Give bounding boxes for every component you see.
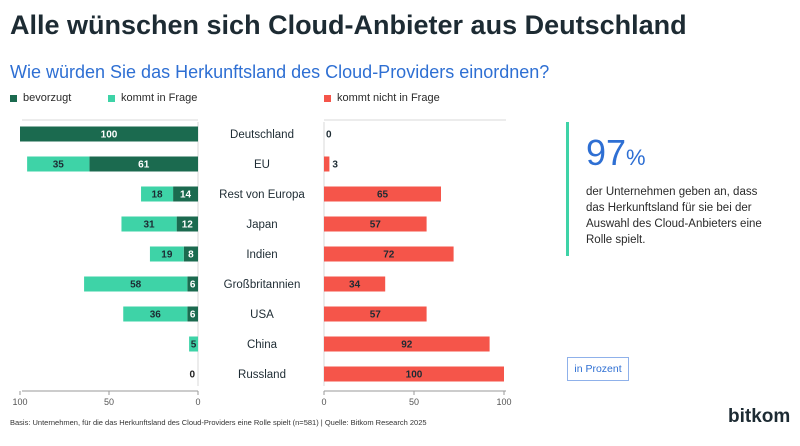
bar-label-considered: 36: [150, 310, 162, 321]
kpi-number: 97: [586, 132, 627, 173]
bar-label-not-considered: 57: [370, 310, 382, 321]
kpi-unit: %: [626, 145, 646, 170]
category-label: Russland: [238, 369, 286, 381]
bar-considered: [141, 186, 174, 202]
legend-swatch-not-considered: [324, 94, 331, 102]
bar-label-not-considered: 100: [406, 370, 423, 381]
bar-preferred: [176, 216, 198, 232]
bar-label-preferred: 14: [180, 190, 192, 201]
unit-label: in Prozent: [567, 357, 629, 381]
bar-label-considered: 5: [191, 340, 197, 351]
bar-label-not-considered: 92: [401, 340, 413, 351]
right-axis-tick-label: 100: [496, 397, 511, 407]
bar-considered: [84, 276, 188, 292]
bar-label-preferred: 6: [190, 310, 196, 321]
legend-item-not-considered: kommt nicht in Frage: [324, 92, 440, 104]
bar-preferred: [187, 306, 198, 322]
left-axis-tick-label: 50: [104, 397, 114, 407]
legend-item-preferred: bevorzugt: [10, 92, 71, 104]
bar-not-considered: [324, 216, 427, 232]
bar-not-considered: [324, 306, 427, 322]
bar-label-considered: 31: [143, 220, 155, 231]
bar-preferred: [183, 246, 198, 262]
legend-label-not-considered: kommt nicht in Frage: [337, 92, 440, 104]
bar-not-considered: [324, 276, 386, 292]
bar-considered: [123, 306, 188, 322]
bar-not-considered: [324, 246, 454, 262]
footnote: Basis: Unternehmen, für die das Herkunft…: [10, 418, 427, 427]
chart-title: Alle wünschen sich Cloud-Anbieter aus De…: [10, 10, 687, 40]
bar-label-preferred: 61: [138, 160, 150, 171]
bar-label-considered: 19: [161, 250, 173, 261]
right-axis-tick-label: 0: [321, 397, 326, 407]
kpi-text: der Unternehmen geben an, dass das Herku…: [586, 186, 762, 246]
bar-preferred: [89, 156, 198, 172]
bar-label-preferred: 8: [188, 250, 194, 261]
bar-considered: [27, 156, 90, 172]
category-label: Rest von Europa: [219, 189, 305, 201]
legend-label-preferred: bevorzugt: [23, 92, 72, 104]
bar-considered: [189, 336, 198, 352]
category-label: Japan: [246, 219, 277, 231]
category-label: USA: [250, 309, 274, 321]
bar-chart: 100 Deutschland 0 61 35 EU 3 14 18 Rest von Europ…: [12, 119, 512, 407]
bar-label-considered: 35: [53, 160, 65, 171]
legend-swatch-preferred: [10, 94, 17, 102]
kpi-value: 97%: [586, 132, 766, 174]
bar-label-preferred: 0: [189, 370, 195, 381]
left-axis-tick-label: 0: [195, 397, 200, 407]
chart-subtitle: Wie würden Sie das Herkunftsland des Clo…: [10, 62, 550, 82]
legend-item-considered: kommt in Frage: [108, 92, 197, 104]
left-axis-tick-label: 100: [12, 397, 27, 407]
bar-label-not-considered: 72: [383, 250, 395, 261]
bar-label-not-considered: 65: [377, 190, 389, 201]
bar-not-considered: [324, 156, 330, 172]
legend-label-considered: kommt in Frage: [121, 92, 198, 104]
right-axis-tick-label: 50: [409, 397, 419, 407]
bar-label-not-considered: 34: [349, 280, 361, 291]
category-label: Deutschland: [230, 129, 294, 141]
bar-label-considered: 18: [151, 190, 163, 201]
kpi-panel: 97% der Unternehmen geben an, dass das H…: [566, 122, 766, 256]
bar-label-preferred: 100: [101, 130, 118, 141]
bar-considered: [121, 216, 177, 232]
category-label: China: [247, 339, 278, 351]
legend-swatch-considered: [108, 94, 115, 102]
bar-not-considered: [324, 186, 441, 202]
category-label: Großbritannien: [224, 279, 301, 291]
bitkom-logo: bitkom: [728, 406, 791, 427]
bar-preferred: [187, 276, 198, 292]
bar-label-not-considered: 57: [370, 220, 382, 231]
category-label: Indien: [246, 249, 277, 261]
category-label: EU: [254, 159, 270, 171]
bar-not-considered: [324, 336, 490, 352]
bar-label-not-considered: 0: [326, 130, 332, 141]
bar-label-preferred: 12: [182, 220, 194, 231]
bar-preferred: [173, 186, 198, 202]
bar-label-preferred: 6: [190, 280, 196, 291]
bar-not-considered: [324, 366, 504, 382]
bar-considered: [149, 246, 184, 262]
bar-label-not-considered: 3: [332, 160, 338, 171]
bar-label-considered: 58: [130, 280, 142, 291]
bar-preferred: [20, 126, 198, 142]
